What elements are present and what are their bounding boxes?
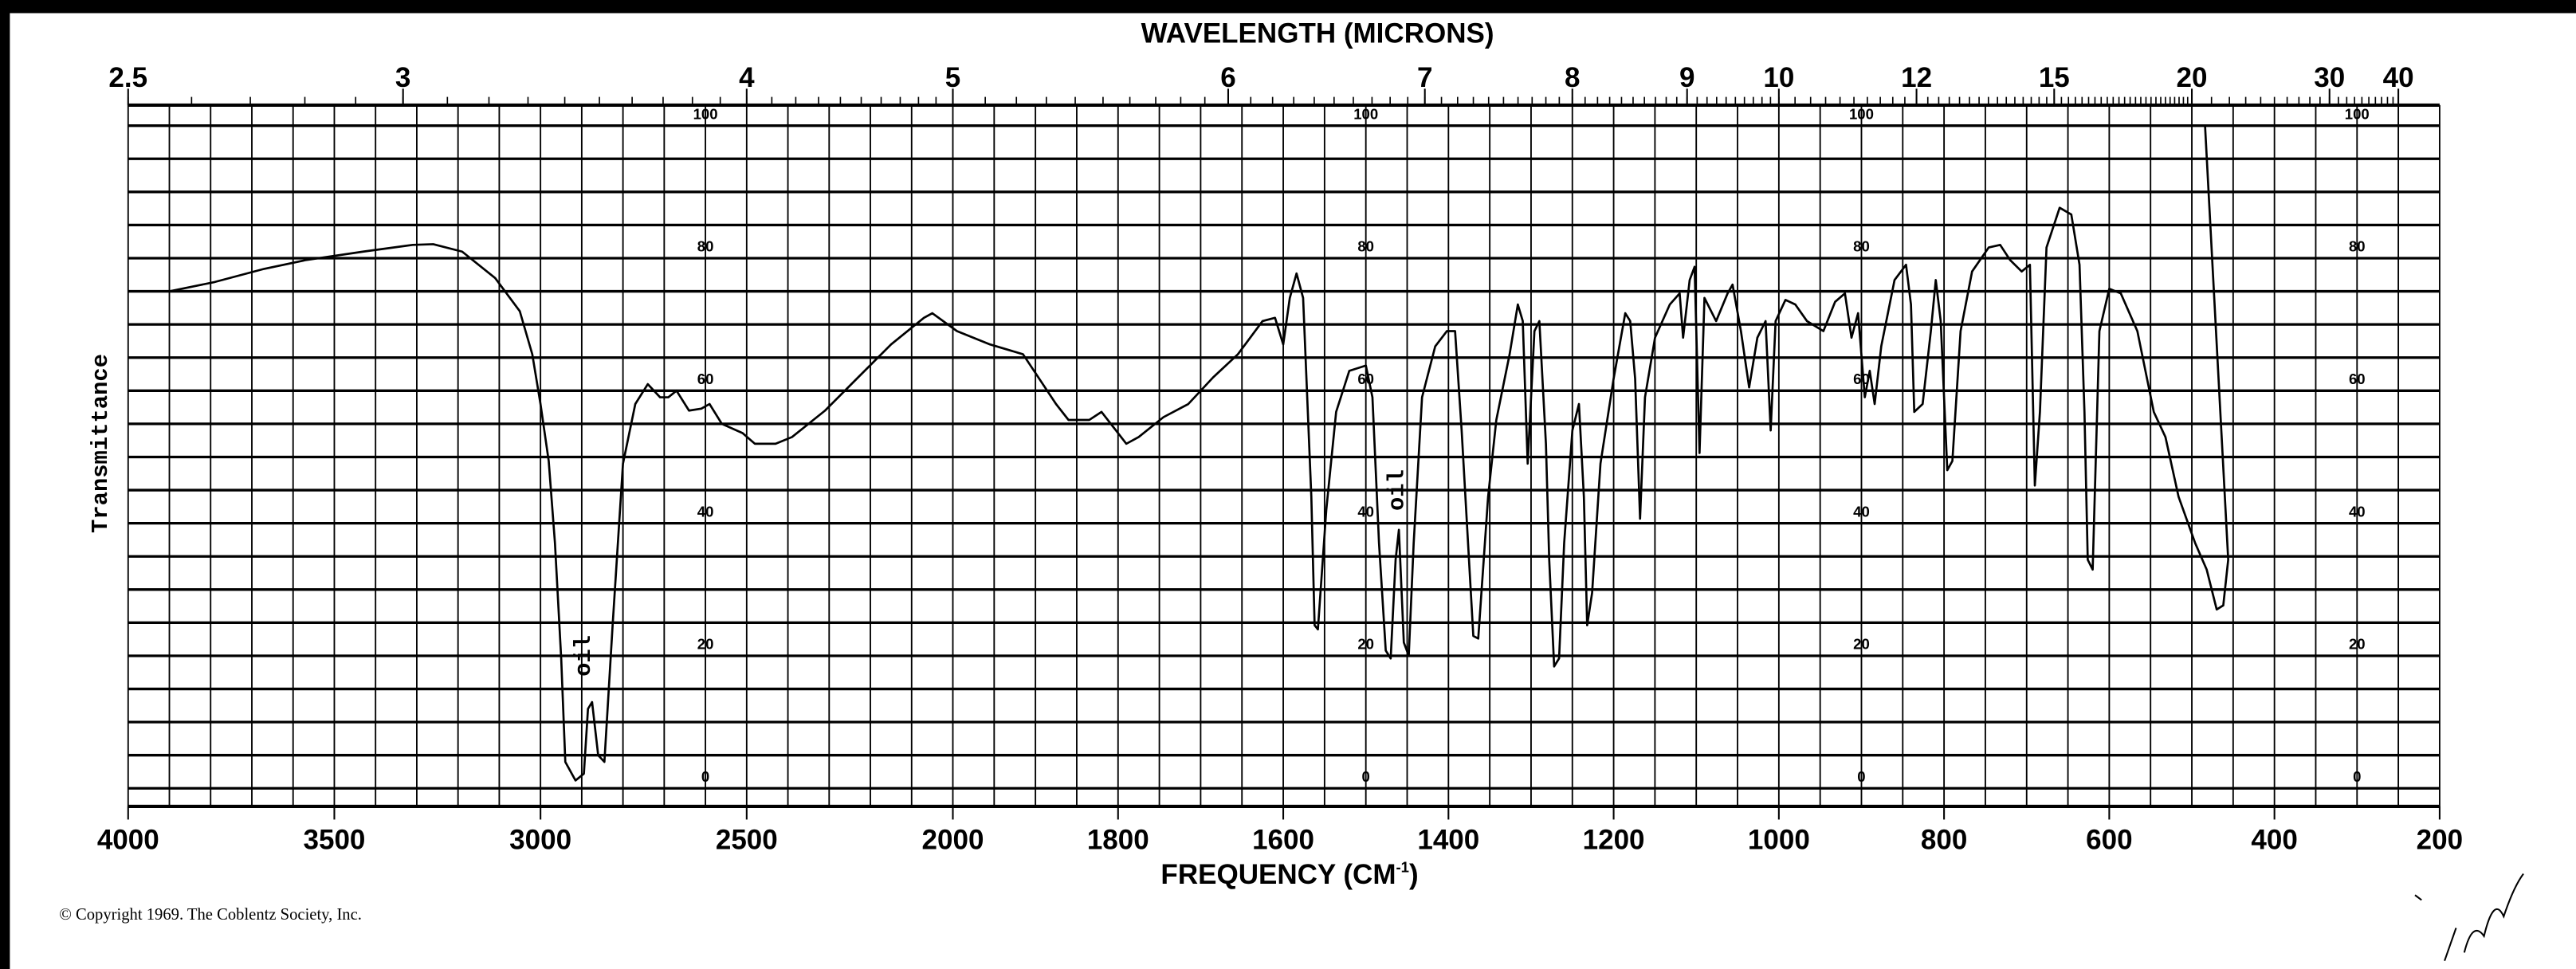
frequency-tick-label: 2500	[716, 825, 778, 856]
transmittance-tick-label: 60	[1357, 371, 1374, 387]
wavelength-tick-label: 2.5	[108, 62, 147, 93]
transmittance-tick-label: 20	[2349, 636, 2366, 653]
top-axis-title: WAVELENGTH (MICRONS)	[1141, 18, 1494, 49]
x-axis-title-sup: -1	[1396, 858, 1410, 875]
wavelength-tick-label: 8	[1565, 62, 1580, 93]
frequency-tick-label: 400	[2251, 825, 2297, 856]
frequency-tick-label: 1800	[1087, 825, 1149, 856]
wavelength-tick-label: 12	[1901, 62, 1932, 93]
oil-annotation: oil	[1384, 469, 1410, 511]
transmittance-tick-label: 20	[697, 636, 714, 653]
wavelength-tick-label: 3	[395, 62, 410, 93]
x-axis-title-close: )	[1409, 859, 1419, 890]
oil-annotation: oil	[571, 635, 597, 677]
left-black-border	[0, 0, 10, 969]
y-axis-title: Transmittance	[88, 354, 114, 533]
wavelength-tick-label: 6	[1220, 62, 1235, 93]
wavelength-axis: 2.5 3 4 5 6 7 8 9 10 12 15 20 30 40	[108, 62, 2414, 105]
transmittance-tick-label: 60	[697, 371, 714, 387]
transmittance-tick-label: 100	[1849, 105, 1874, 122]
handwritten-signature	[2414, 873, 2524, 962]
transmittance-tick-label: 20	[1357, 636, 1374, 653]
wavelength-tick-label: 7	[1417, 62, 1432, 93]
transmittance-tick-label: 40	[1853, 503, 1870, 520]
frequency-tick-label: 800	[1921, 825, 1967, 856]
transmittance-tick-label: 80	[2349, 238, 2366, 255]
transmittance-tick-label: 40	[2349, 503, 2366, 520]
wavelength-tick-label: 30	[2314, 62, 2345, 93]
frequency-tick-label: 4000	[97, 825, 159, 856]
transmittance-tick-label: 80	[1357, 238, 1374, 255]
grid	[127, 103, 2441, 809]
transmittance-tick-label: 0	[701, 768, 709, 785]
transmittance-tick-label: 40	[1357, 503, 1374, 520]
frequency-tick-label: 3500	[304, 825, 366, 856]
transmittance-tick-label: 100	[1353, 105, 1378, 122]
transmittance-tick-label: 100	[693, 105, 718, 122]
transmittance-tick-label: 60	[2349, 371, 2366, 387]
annotations: oil oil	[571, 469, 1410, 677]
frequency-tick-label: 2000	[922, 825, 984, 856]
frequency-tick-label: 3000	[509, 825, 571, 856]
transmittance-tick-label: 40	[697, 503, 714, 520]
frequency-tick-label: 200	[2417, 825, 2463, 856]
x-axis-title: FREQUENCY (CM-1)	[1160, 858, 1418, 889]
top-black-border	[0, 0, 2576, 14]
wavelength-tick-label: 5	[945, 62, 960, 93]
frequency-tick-label: 1000	[1748, 825, 1810, 856]
frequency-tick-label: 1400	[1417, 825, 1479, 856]
wavelength-tick-label: 9	[1679, 62, 1694, 93]
wavelength-tick-label: 20	[2177, 62, 2208, 93]
frequency-tick-label: 1200	[1583, 825, 1645, 856]
wavelength-tick-label: 10	[1763, 62, 1794, 93]
transmittance-tick-label: 100	[2345, 105, 2370, 122]
transmittance-tick-label: 0	[2353, 768, 2361, 785]
transmittance-tick-label: 80	[1853, 238, 1870, 255]
transmittance-tick-label: 80	[697, 238, 714, 255]
frequency-axis: 4000 3500 3000 2500 2000 1800 1600 1400 1200 1000…	[97, 806, 2463, 856]
transmittance-tick-label: 60	[1853, 371, 1870, 387]
spectrum-trace	[169, 125, 2229, 782]
x-axis-title-main: FREQUENCY (CM	[1160, 859, 1396, 890]
transmittance-scale-labels: 100 80 60 40 20 0 100 80 60 40 20 0 100 80 60 40 20 0 100 8…	[693, 105, 2370, 785]
frequency-tick-label: 600	[2086, 825, 2132, 856]
transmittance-tick-label: 20	[1853, 636, 1870, 653]
copyright-notice: © Copyright 1969. The Coblentz Society, …	[59, 906, 362, 924]
frequency-tick-label: 1600	[1252, 825, 1314, 856]
transmittance-tick-label: 0	[1857, 768, 1865, 785]
wavelength-tick-label: 40	[2383, 62, 2414, 93]
wavelength-tick-label: 4	[739, 62, 755, 93]
transmittance-tick-label: 0	[1362, 768, 1370, 785]
wavelength-tick-label: 15	[2039, 62, 2070, 93]
